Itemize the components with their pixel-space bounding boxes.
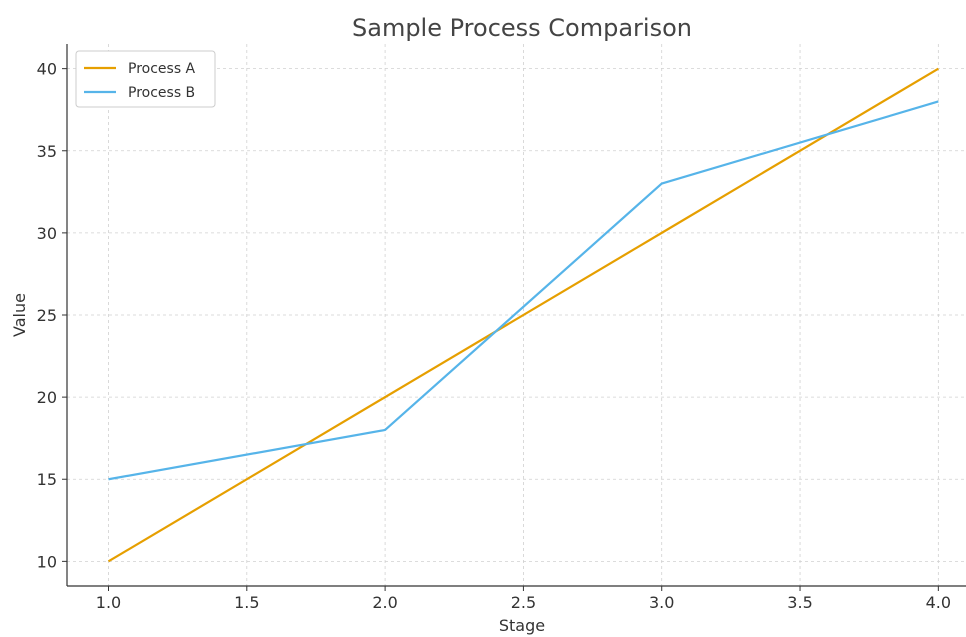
y-tick-label: 35 <box>37 142 57 161</box>
x-tick-label: 1.5 <box>234 593 259 612</box>
legend-label: Process A <box>128 61 196 77</box>
x-tick-label: 3.0 <box>649 593 674 612</box>
series-line-process-b <box>108 100 939 481</box>
chart-title: Sample Process Comparison <box>352 14 692 42</box>
y-axis-title: Value <box>10 293 29 337</box>
x-tick-label: 2.5 <box>511 593 536 612</box>
legend: Process A Process B <box>75 50 216 108</box>
y-tick-label: 20 <box>37 388 57 407</box>
series-lines <box>107 67 939 563</box>
y-tick-label: 40 <box>37 60 57 79</box>
x-tick-label: 4.0 <box>926 593 951 612</box>
x-tick-label: 2.0 <box>372 593 397 612</box>
series-line-process-a <box>107 67 939 563</box>
legend-label: Process B <box>128 85 195 101</box>
grid-lines <box>67 44 966 586</box>
x-tick-label: 1.0 <box>96 593 121 612</box>
y-tick-label: 15 <box>37 470 57 489</box>
x-tick-label: 3.5 <box>787 593 812 612</box>
y-tick-label: 25 <box>37 306 57 325</box>
x-axis-title: Stage <box>499 616 545 635</box>
y-tick-label: 10 <box>37 552 57 571</box>
tick-marks-and-labels: 1.0 1.5 2.0 2.5 3.0 3.5 4.0 10 15 20 25 30 35 40 <box>37 60 951 612</box>
y-tick-label: 30 <box>37 224 57 243</box>
